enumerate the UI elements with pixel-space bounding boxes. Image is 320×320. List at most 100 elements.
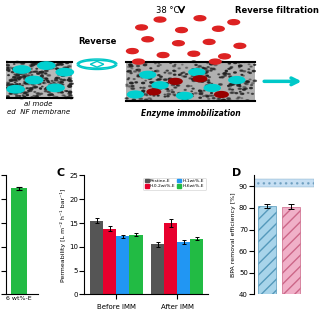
Circle shape bbox=[248, 64, 250, 65]
Circle shape bbox=[137, 74, 140, 76]
Circle shape bbox=[31, 84, 34, 85]
Circle shape bbox=[237, 85, 240, 86]
Bar bbox=[190, 239, 204, 294]
Circle shape bbox=[240, 93, 244, 94]
Circle shape bbox=[245, 83, 248, 84]
Circle shape bbox=[231, 92, 235, 93]
Circle shape bbox=[60, 62, 62, 63]
Circle shape bbox=[192, 80, 196, 82]
Circle shape bbox=[59, 69, 62, 70]
Circle shape bbox=[135, 62, 138, 64]
Circle shape bbox=[44, 78, 46, 79]
Circle shape bbox=[253, 80, 256, 82]
Circle shape bbox=[60, 80, 63, 81]
Circle shape bbox=[29, 65, 31, 66]
Circle shape bbox=[215, 92, 228, 97]
Circle shape bbox=[57, 77, 60, 78]
Circle shape bbox=[201, 78, 204, 79]
Circle shape bbox=[53, 68, 55, 69]
Circle shape bbox=[61, 75, 65, 76]
Circle shape bbox=[148, 78, 152, 79]
Circle shape bbox=[30, 88, 33, 89]
Circle shape bbox=[173, 74, 176, 75]
Circle shape bbox=[9, 79, 12, 81]
Circle shape bbox=[178, 92, 181, 94]
Circle shape bbox=[47, 66, 49, 67]
Circle shape bbox=[70, 71, 74, 73]
Circle shape bbox=[7, 96, 9, 97]
Circle shape bbox=[223, 100, 226, 101]
Circle shape bbox=[53, 82, 54, 83]
Bar bbox=[6, 62, 72, 99]
Circle shape bbox=[177, 85, 179, 86]
Circle shape bbox=[23, 89, 25, 90]
Circle shape bbox=[36, 93, 40, 94]
Circle shape bbox=[15, 90, 18, 91]
Circle shape bbox=[212, 63, 215, 64]
Circle shape bbox=[156, 83, 160, 84]
Circle shape bbox=[17, 77, 20, 79]
Circle shape bbox=[173, 94, 176, 95]
Circle shape bbox=[158, 63, 160, 64]
Circle shape bbox=[185, 99, 188, 100]
Circle shape bbox=[226, 70, 227, 71]
Circle shape bbox=[36, 95, 38, 96]
Circle shape bbox=[16, 87, 18, 88]
Circle shape bbox=[14, 93, 17, 94]
Circle shape bbox=[68, 84, 71, 86]
Circle shape bbox=[65, 67, 68, 68]
Circle shape bbox=[50, 68, 53, 69]
Circle shape bbox=[58, 74, 60, 75]
Circle shape bbox=[60, 73, 62, 74]
Circle shape bbox=[21, 63, 24, 64]
Circle shape bbox=[229, 76, 232, 77]
Circle shape bbox=[127, 71, 128, 72]
Circle shape bbox=[164, 96, 166, 97]
Circle shape bbox=[182, 72, 185, 73]
Circle shape bbox=[127, 79, 129, 80]
Circle shape bbox=[55, 78, 57, 79]
Circle shape bbox=[160, 88, 162, 89]
Bar bbox=[126, 62, 255, 101]
Circle shape bbox=[150, 93, 152, 94]
Circle shape bbox=[45, 73, 47, 74]
Circle shape bbox=[28, 90, 30, 91]
Circle shape bbox=[10, 80, 12, 81]
Circle shape bbox=[210, 70, 212, 71]
Circle shape bbox=[188, 51, 200, 56]
Circle shape bbox=[20, 98, 23, 99]
Circle shape bbox=[19, 77, 22, 78]
Circle shape bbox=[63, 67, 67, 68]
Circle shape bbox=[18, 79, 20, 80]
Circle shape bbox=[67, 79, 71, 81]
Circle shape bbox=[37, 97, 38, 98]
Circle shape bbox=[46, 64, 49, 65]
Circle shape bbox=[227, 99, 231, 100]
Circle shape bbox=[10, 85, 12, 86]
Circle shape bbox=[139, 98, 142, 100]
Circle shape bbox=[39, 80, 41, 81]
Circle shape bbox=[59, 87, 60, 88]
Circle shape bbox=[11, 84, 14, 85]
Circle shape bbox=[63, 74, 65, 75]
Circle shape bbox=[62, 75, 65, 76]
Circle shape bbox=[187, 85, 189, 87]
Text: Reverse filtration: Reverse filtration bbox=[235, 6, 319, 15]
Circle shape bbox=[249, 79, 251, 80]
Circle shape bbox=[204, 84, 220, 91]
Circle shape bbox=[46, 87, 49, 88]
Circle shape bbox=[142, 74, 143, 75]
Circle shape bbox=[45, 87, 48, 89]
Circle shape bbox=[180, 94, 183, 95]
Circle shape bbox=[142, 91, 144, 92]
Circle shape bbox=[71, 83, 73, 84]
Circle shape bbox=[234, 72, 236, 73]
Circle shape bbox=[44, 80, 45, 81]
Circle shape bbox=[69, 84, 72, 85]
Circle shape bbox=[63, 79, 66, 81]
Circle shape bbox=[46, 80, 49, 81]
Circle shape bbox=[13, 66, 30, 73]
Circle shape bbox=[210, 59, 221, 64]
Circle shape bbox=[62, 95, 65, 96]
Circle shape bbox=[64, 97, 68, 99]
